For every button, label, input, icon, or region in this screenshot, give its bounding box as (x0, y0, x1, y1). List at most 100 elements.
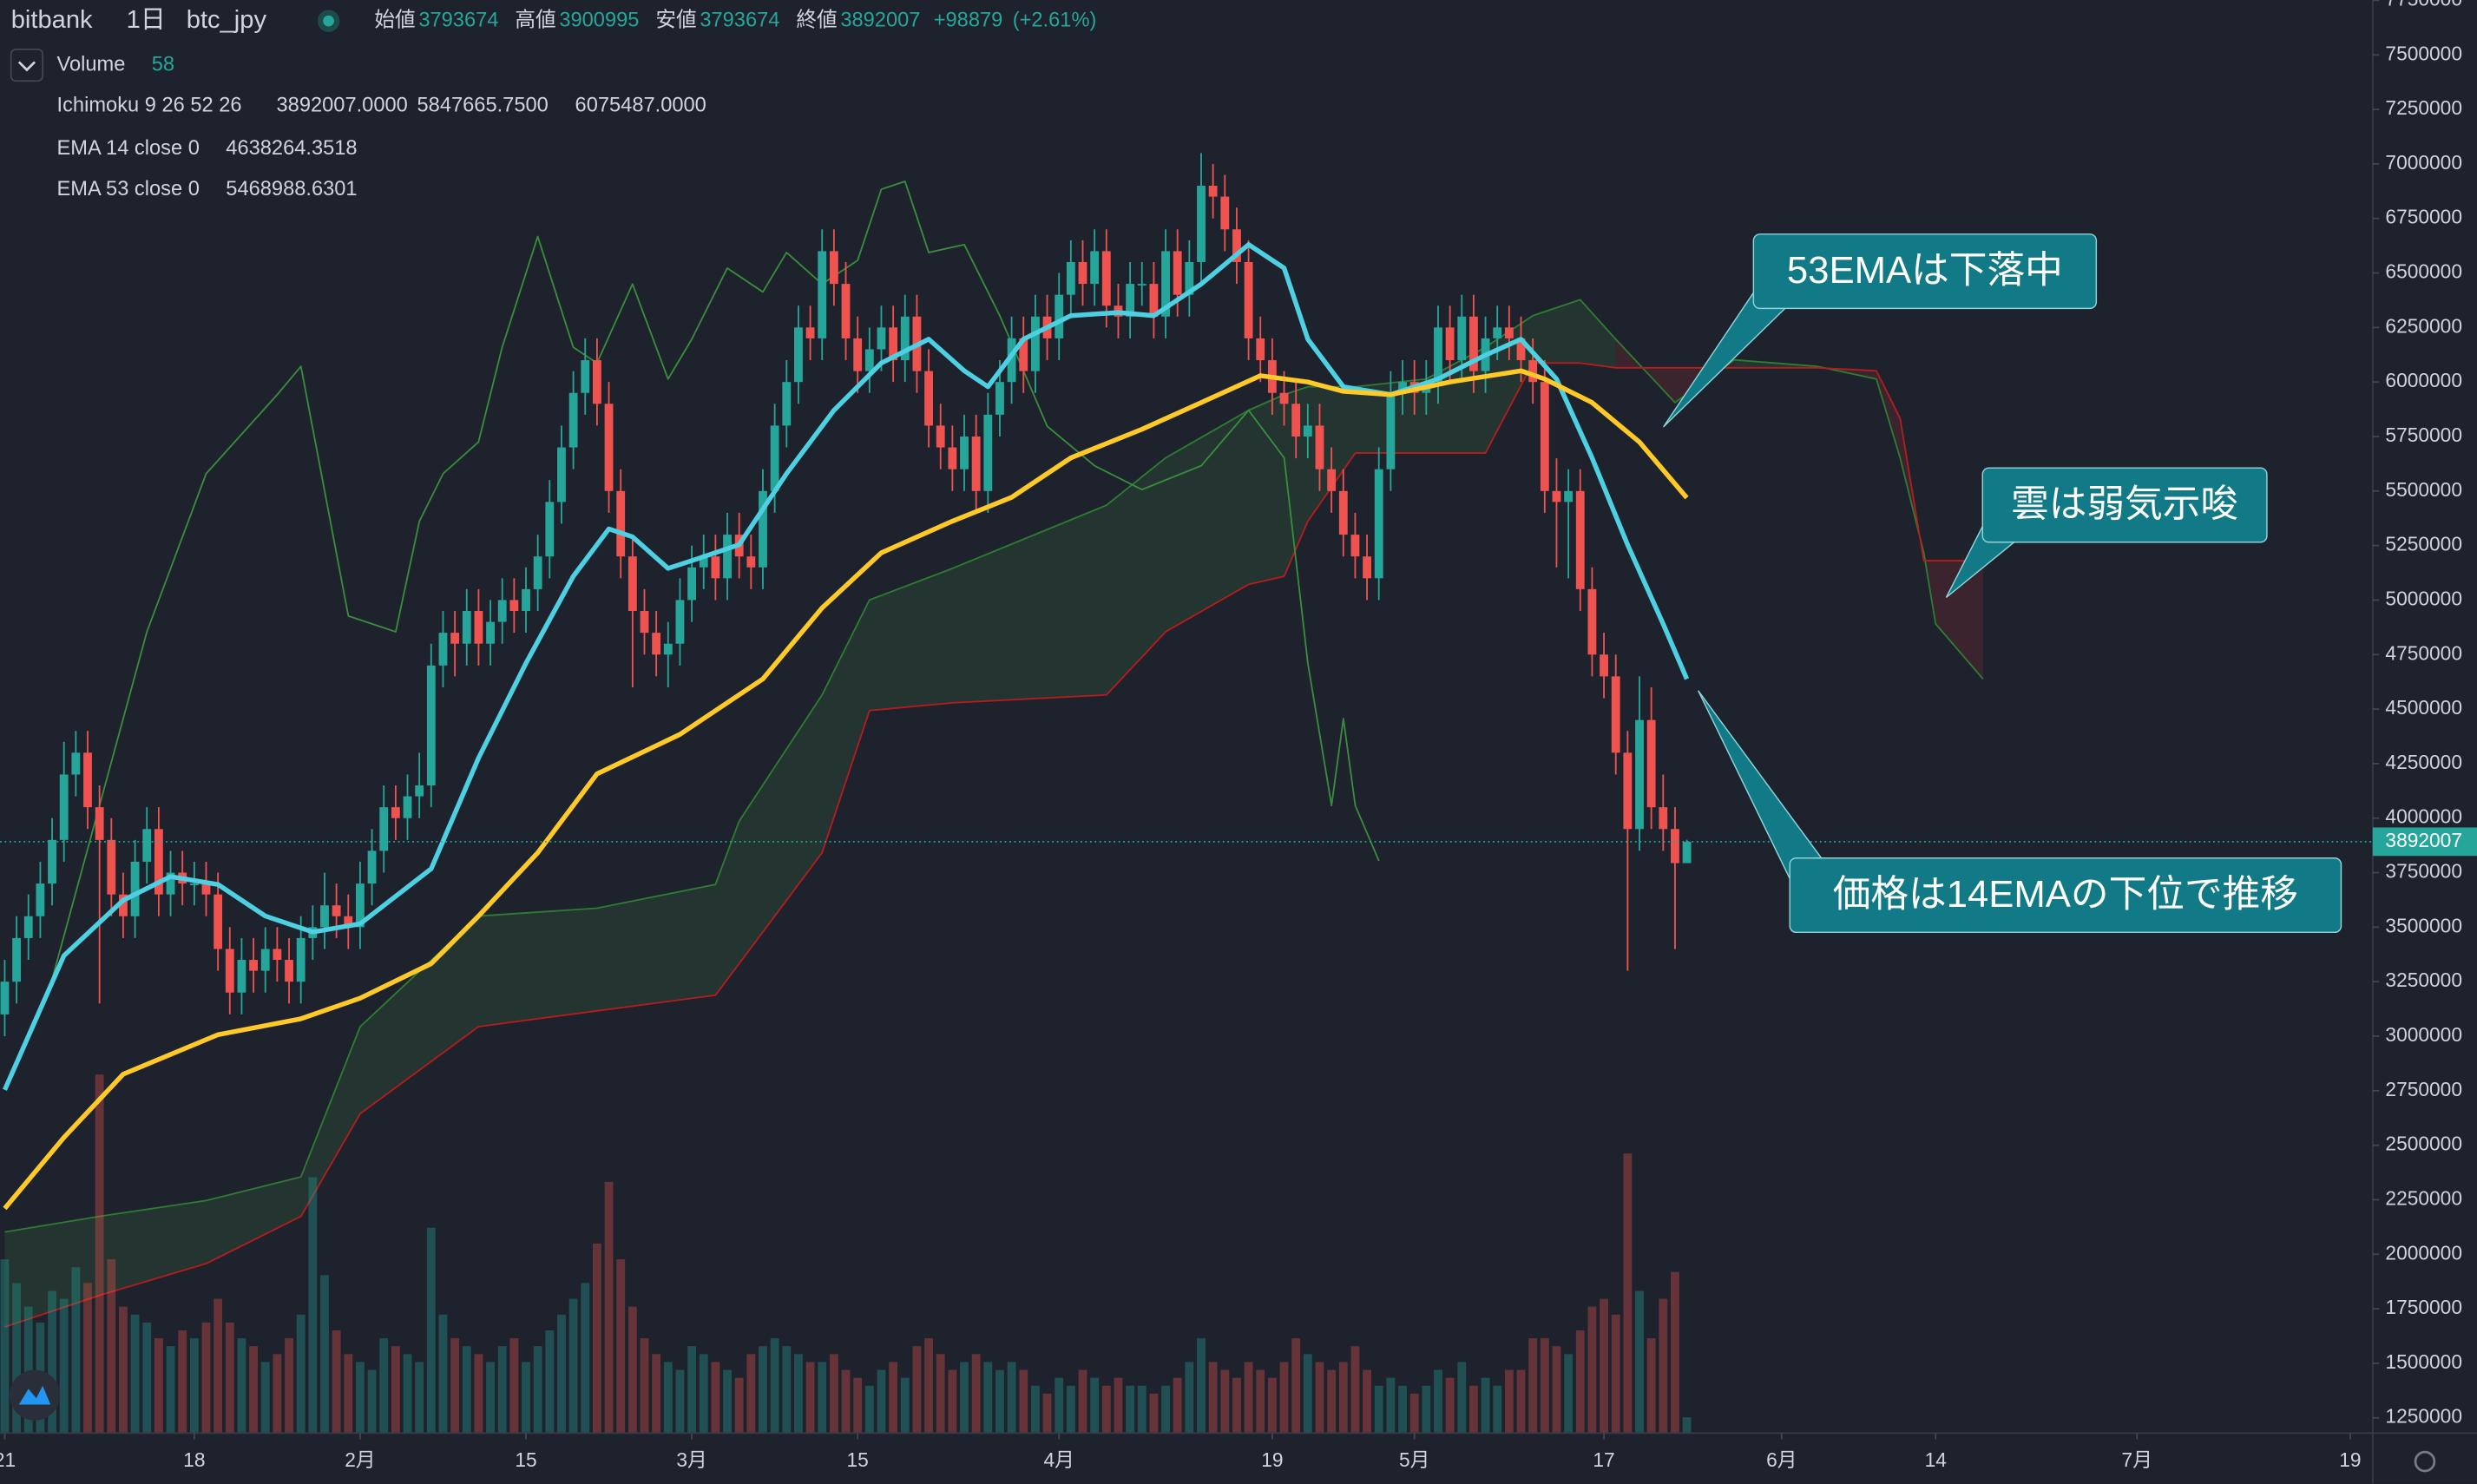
candle-body (189, 883, 199, 885)
volume-bar (1137, 1385, 1147, 1434)
volume-bar (1078, 1369, 1087, 1434)
logo-circle[interactable] (9, 1369, 61, 1421)
y-tick-label: 4750000 (2385, 641, 2462, 664)
legend-ema53-value: 5468988.6301 (226, 178, 357, 200)
legend-volume[interactable]: Volume (57, 53, 126, 76)
candle-body (1303, 425, 1312, 437)
collapse-button[interactable] (10, 48, 44, 82)
volume-bar (1671, 1271, 1679, 1434)
volume-bar (166, 1346, 175, 1434)
x-tick-label: 17 (1593, 1448, 1614, 1471)
candle-body (652, 633, 661, 655)
candle-body (1173, 251, 1182, 295)
cloud-segment (300, 1026, 360, 1217)
candle-body (1434, 327, 1442, 383)
x-tick-label: 14 (1925, 1448, 1947, 1471)
settings-icon[interactable] (2414, 1450, 2436, 1473)
legend-ichimoku[interactable]: Ichimoku 9 26 52 26 (57, 95, 242, 117)
volume-bar (0, 1259, 10, 1434)
candle-body (391, 807, 400, 818)
volume-bar (1149, 1393, 1159, 1434)
candle-body (260, 949, 270, 971)
interval[interactable]: 1日 (127, 6, 166, 34)
candle-body (627, 556, 637, 612)
open-label: 始値 (374, 8, 415, 31)
candle-body (107, 839, 116, 895)
legend-ema14[interactable]: EMA 14 close 0 (57, 137, 200, 160)
cloud-segment (869, 568, 953, 711)
candle-body (1623, 752, 1633, 830)
volume-bar (1101, 1385, 1111, 1434)
legend-ema53[interactable]: EMA 53 close 0 (57, 178, 200, 200)
x-tick-label: 3月 (676, 1448, 706, 1471)
volume-bar (486, 1362, 495, 1434)
candle-body (900, 316, 910, 361)
volume-bar (367, 1369, 377, 1434)
volume-bar (107, 1259, 116, 1434)
candle-body (83, 752, 92, 808)
volume-bar (604, 1181, 614, 1434)
volume-bar (853, 1377, 863, 1434)
volume-bar (1114, 1377, 1123, 1434)
cloud-segment (1106, 457, 1166, 695)
candle-body (746, 556, 756, 568)
volume-bar (1623, 1153, 1633, 1434)
volume-bar (627, 1306, 637, 1434)
candle-body (320, 905, 329, 928)
x-tick-label: 6月 (1766, 1448, 1797, 1471)
candle-body (1232, 229, 1241, 262)
candle-body (995, 382, 1004, 415)
ema-line (3, 368, 1689, 1211)
low-value: 3793674 (700, 9, 779, 31)
candle-body (1516, 338, 1526, 361)
x-tick-label: 4月 (1044, 1448, 1074, 1471)
candle-body (1327, 469, 1337, 491)
symbol[interactable]: btc_jpy (187, 6, 267, 34)
candle-body (1493, 327, 1502, 338)
candle-body (1066, 261, 1075, 295)
candle-body (794, 327, 803, 383)
candle-body (332, 905, 341, 916)
volume-bar (119, 1306, 128, 1434)
candle-body (1600, 654, 1608, 677)
volume-bar (864, 1385, 874, 1434)
candle-body (1197, 186, 1206, 262)
candle-body (1137, 284, 1147, 286)
volume-bar (1208, 1362, 1218, 1434)
y-tick-label: 6500000 (2385, 260, 2462, 283)
volume-bar (557, 1314, 566, 1434)
volume-bar (273, 1354, 282, 1434)
close-value: 3892007 (840, 9, 920, 31)
y-tick-label: 4000000 (2385, 805, 2462, 828)
volume-bar (1611, 1314, 1620, 1434)
candle-body (426, 665, 436, 786)
volume-bar (1267, 1377, 1277, 1434)
volume-bar (1409, 1393, 1419, 1434)
candle-body (214, 894, 223, 949)
candle-body (1055, 294, 1064, 338)
candle-body (1220, 196, 1230, 230)
y-tick-label: 7500000 (2385, 42, 2462, 64)
x-tick-label: 18 (183, 1448, 205, 1471)
candle-body (1185, 261, 1194, 295)
volume-bar (214, 1298, 223, 1434)
candle-body (166, 872, 175, 895)
volume-bar (640, 1338, 649, 1434)
y-tick-label: 1750000 (2385, 1296, 2462, 1318)
status-dot-inner (323, 15, 334, 27)
candle-body (249, 960, 259, 971)
candle-body (225, 949, 234, 993)
candle-body (948, 447, 957, 469)
volume-bar (1244, 1362, 1253, 1434)
y-tick-label: 3750000 (2385, 860, 2462, 883)
candle-body (154, 829, 163, 895)
volume-bar (178, 1330, 187, 1434)
volume-bar (592, 1243, 601, 1434)
volume-bar (1422, 1385, 1431, 1434)
candle-body (1101, 251, 1111, 306)
callout-text: 雲は弱気示唆 (2011, 483, 2238, 525)
cloud-segment (822, 600, 870, 853)
candle-body (1244, 261, 1253, 338)
